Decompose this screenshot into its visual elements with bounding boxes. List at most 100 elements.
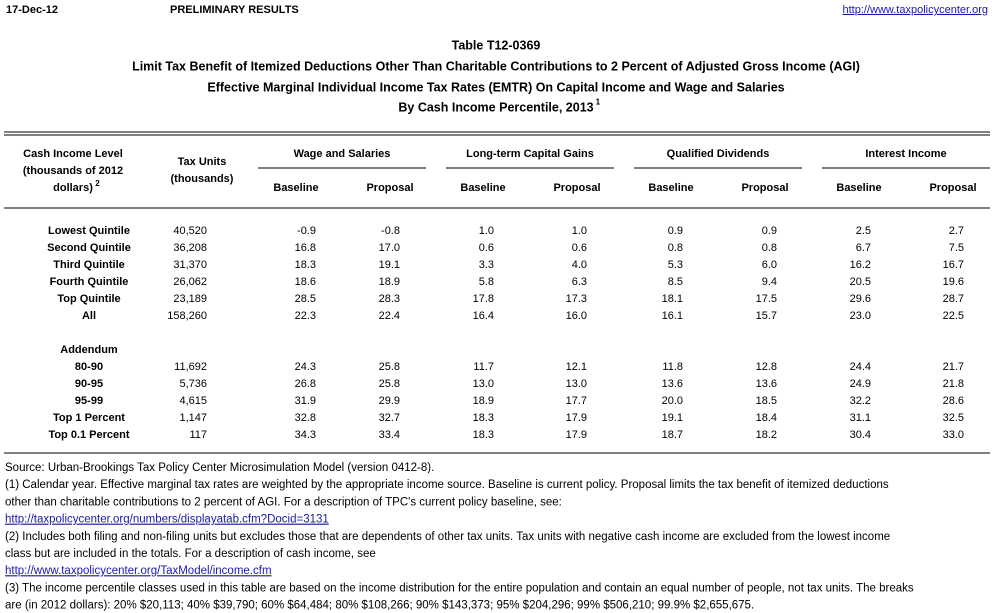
cell: 15.7 xyxy=(756,310,777,322)
cell: 5.3 xyxy=(668,259,683,271)
cell: 18.1 xyxy=(662,293,683,305)
cell: 6.3 xyxy=(572,276,587,288)
cell: 19.6 xyxy=(943,276,964,288)
cell: 1,147 xyxy=(179,412,207,424)
cell: 7.5 xyxy=(949,242,964,254)
sub-header: Baseline xyxy=(648,182,693,194)
cell: 33.4 xyxy=(379,429,400,441)
row-label: Second Quintile xyxy=(47,242,131,254)
cell: 17.7 xyxy=(566,395,587,407)
footnote-link[interactable]: http://www.taxpolicycenter.org/TaxModel/… xyxy=(5,565,272,577)
cell: 16.4 xyxy=(473,310,494,322)
cell: 17.9 xyxy=(566,412,587,424)
cell: 1.0 xyxy=(479,225,494,237)
row-label: 80-90 xyxy=(75,361,103,373)
addendum-title: Addendum xyxy=(60,344,118,356)
cell: 31.9 xyxy=(295,395,316,407)
cell: 28.3 xyxy=(379,293,400,305)
column-header: Cash Income Level xyxy=(23,148,123,160)
sub-header: Proposal xyxy=(741,182,788,194)
superscript: 1 xyxy=(596,97,601,106)
cell: 21.7 xyxy=(943,361,964,373)
column-header: Tax Units xyxy=(178,156,227,168)
cell: 18.9 xyxy=(473,395,494,407)
title-line: Effective Marginal Individual Income Tax… xyxy=(207,80,784,94)
superscript: 2 xyxy=(95,179,100,188)
cell: 16.0 xyxy=(566,310,587,322)
row-label: 90-95 xyxy=(75,378,103,390)
cell: 29.9 xyxy=(379,395,400,407)
cell: 21.8 xyxy=(943,378,964,390)
footnote: (2) Includes both filing and non-filing … xyxy=(5,531,890,543)
row-label: 95-99 xyxy=(75,395,103,407)
cell: 13.6 xyxy=(662,378,683,390)
cell: 2.5 xyxy=(856,225,871,237)
title-line: Limit Tax Benefit of Itemized Deductions… xyxy=(132,59,860,73)
cell: 8.5 xyxy=(668,276,683,288)
footnote: class but are included in the totals. Fo… xyxy=(5,548,376,560)
cell: 13.6 xyxy=(756,378,777,390)
cell: 16.7 xyxy=(943,259,964,271)
cell: 32.5 xyxy=(943,412,964,424)
footnote-link[interactable]: http://taxpolicycenter.org/numbers/displ… xyxy=(5,514,329,526)
cell: 28.6 xyxy=(943,395,964,407)
cell: 24.4 xyxy=(850,361,871,373)
cell: 31,370 xyxy=(173,259,207,271)
cell: 23.0 xyxy=(850,310,871,322)
group-header: Qualified Dividends xyxy=(667,148,770,160)
cell: 0.6 xyxy=(479,242,494,254)
cell: 12.1 xyxy=(566,361,587,373)
cell: 17.8 xyxy=(473,293,494,305)
cell: 18.9 xyxy=(379,276,400,288)
cell: 0.6 xyxy=(572,242,587,254)
column-header: dollars) xyxy=(53,182,93,194)
cell: 18.5 xyxy=(756,395,777,407)
cell: 23,189 xyxy=(173,293,207,305)
title-line: By Cash Income Percentile, 2013 xyxy=(398,100,593,114)
cell: 11.7 xyxy=(473,361,494,373)
cell: 18.3 xyxy=(295,259,316,271)
row-label: Top 1 Percent xyxy=(53,412,125,424)
row-label: Top 0.1 Percent xyxy=(48,429,129,441)
cell: 24.9 xyxy=(850,378,871,390)
cell: 31.1 xyxy=(850,412,871,424)
date: 17-Dec-12 xyxy=(6,4,58,16)
cell: 18.3 xyxy=(473,429,494,441)
cell: 13.0 xyxy=(473,378,494,390)
cell: 29.6 xyxy=(850,293,871,305)
cell: 16.2 xyxy=(850,259,871,271)
cell: 28.5 xyxy=(295,293,316,305)
cell: 0.8 xyxy=(668,242,683,254)
cell: 11.8 xyxy=(662,361,683,373)
cell: 16.1 xyxy=(662,310,683,322)
row-label: Lowest Quintile xyxy=(48,225,130,237)
cell: 18.7 xyxy=(662,429,683,441)
cell: 20.0 xyxy=(662,395,683,407)
cell: 5.8 xyxy=(479,276,494,288)
cell: 22.5 xyxy=(943,310,964,322)
row-label: Top Quintile xyxy=(57,293,120,305)
cell: 28.7 xyxy=(943,293,964,305)
status: PRELIMINARY RESULTS xyxy=(170,4,299,16)
header-link[interactable]: http://www.taxpolicycenter.org xyxy=(842,4,988,16)
cell: 0.9 xyxy=(762,225,777,237)
cell: 24.3 xyxy=(295,361,316,373)
cell: 34.3 xyxy=(295,429,316,441)
cell: 25.8 xyxy=(379,361,400,373)
cell: -0.9 xyxy=(297,225,316,237)
cell: 13.0 xyxy=(566,378,587,390)
cell: -0.8 xyxy=(381,225,400,237)
cell: 6.0 xyxy=(762,259,777,271)
cell: 3.3 xyxy=(479,259,494,271)
cell: 25.8 xyxy=(379,378,400,390)
cell: 36,208 xyxy=(173,242,207,254)
sub-header: Baseline xyxy=(460,182,505,194)
cell: 4,615 xyxy=(179,395,207,407)
cell: 1.0 xyxy=(572,225,587,237)
cell: 9.4 xyxy=(762,276,777,288)
cell: 22.4 xyxy=(379,310,400,322)
cell: 18.2 xyxy=(756,429,777,441)
group-header: Long-term Capital Gains xyxy=(466,148,594,160)
cell: 12.8 xyxy=(756,361,777,373)
